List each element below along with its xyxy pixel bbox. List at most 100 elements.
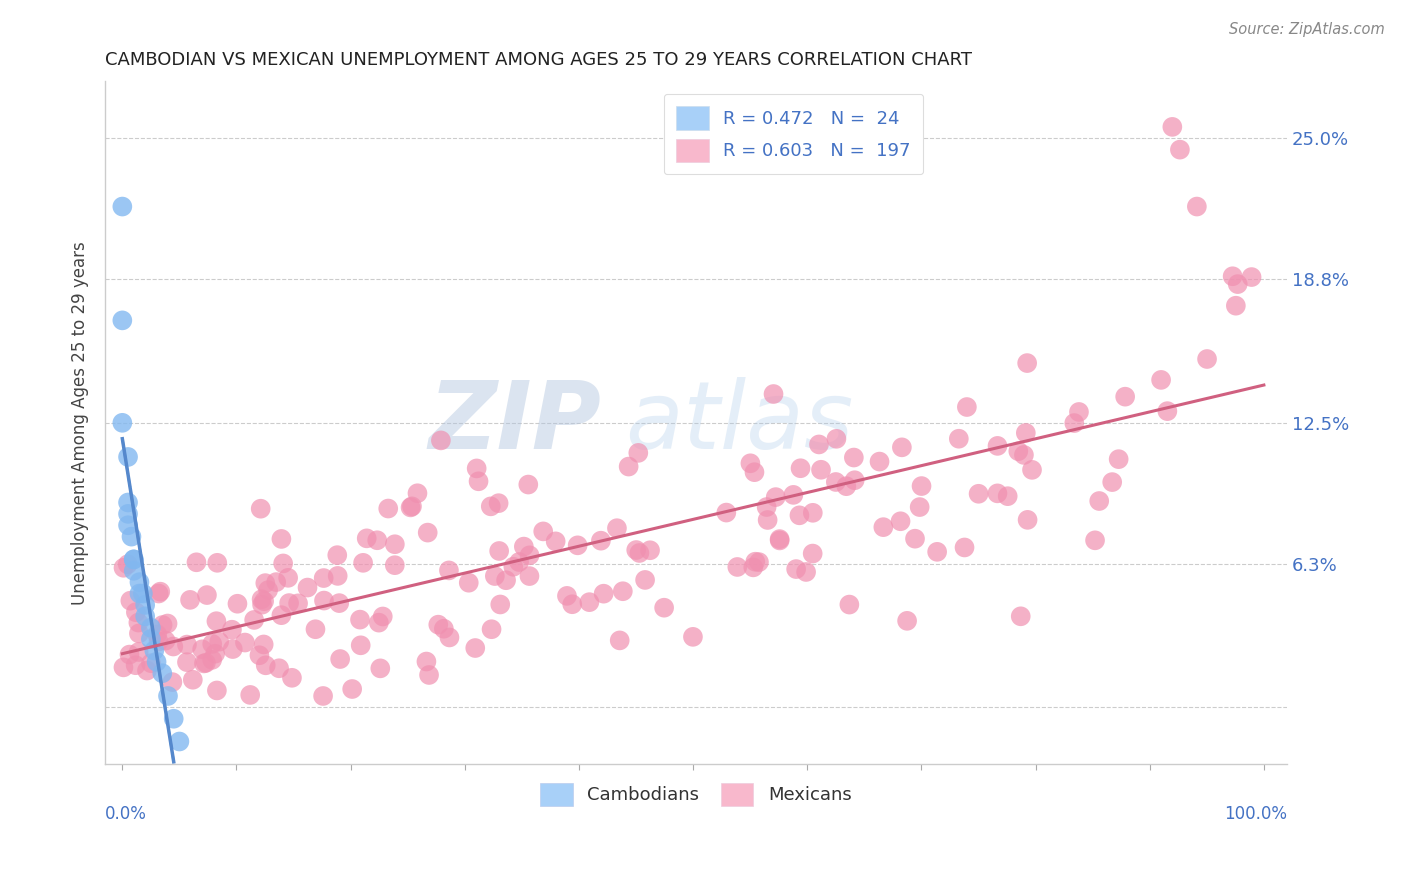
Point bbox=[139, 632, 162, 646]
Point bbox=[254, 576, 277, 591]
Point bbox=[740, 456, 762, 470]
Point bbox=[433, 622, 456, 636]
Point bbox=[270, 532, 292, 546]
Point bbox=[627, 446, 650, 460]
Point bbox=[181, 673, 204, 687]
Point bbox=[326, 569, 349, 583]
Point bbox=[479, 500, 502, 514]
Point bbox=[384, 558, 406, 573]
Point bbox=[555, 589, 578, 603]
Point bbox=[111, 313, 134, 327]
Point bbox=[842, 450, 865, 465]
Point bbox=[612, 584, 634, 599]
Point bbox=[204, 647, 226, 661]
Point bbox=[328, 596, 350, 610]
Point bbox=[122, 552, 145, 566]
Point bbox=[155, 633, 177, 648]
Point bbox=[890, 441, 912, 455]
Text: ZIP: ZIP bbox=[429, 376, 602, 469]
Point bbox=[488, 496, 510, 510]
Point bbox=[128, 575, 150, 590]
Point bbox=[807, 437, 830, 451]
Point bbox=[589, 533, 612, 548]
Legend: Cambodians, Mexicans: Cambodians, Mexicans bbox=[533, 776, 859, 814]
Point bbox=[1156, 404, 1178, 418]
Point bbox=[134, 598, 156, 612]
Point bbox=[519, 549, 541, 563]
Point bbox=[326, 548, 349, 562]
Point bbox=[111, 200, 134, 214]
Text: CAMBODIAN VS MEXICAN UNEMPLOYMENT AMONG AGES 25 TO 29 YEARS CORRELATION CHART: CAMBODIAN VS MEXICAN UNEMPLOYMENT AMONG … bbox=[105, 51, 972, 69]
Y-axis label: Unemployment Among Ages 25 to 29 years: Unemployment Among Ages 25 to 29 years bbox=[72, 241, 89, 605]
Point bbox=[508, 555, 530, 569]
Point bbox=[368, 661, 391, 675]
Point bbox=[1195, 351, 1218, 366]
Point bbox=[785, 562, 807, 576]
Point bbox=[233, 635, 256, 649]
Point bbox=[250, 592, 273, 607]
Point bbox=[824, 475, 846, 489]
Point bbox=[1225, 299, 1247, 313]
Point bbox=[561, 597, 583, 611]
Point bbox=[997, 489, 1019, 503]
Point bbox=[1114, 390, 1136, 404]
Point bbox=[1084, 533, 1107, 548]
Point bbox=[195, 588, 218, 602]
Point bbox=[112, 660, 135, 674]
Point bbox=[769, 533, 792, 548]
Point bbox=[207, 556, 229, 570]
Point bbox=[682, 630, 704, 644]
Point bbox=[592, 587, 614, 601]
Point bbox=[297, 581, 319, 595]
Point bbox=[117, 558, 139, 572]
Point bbox=[744, 465, 766, 479]
Point bbox=[139, 656, 162, 670]
Point bbox=[117, 495, 139, 509]
Point bbox=[243, 613, 266, 627]
Point bbox=[418, 668, 440, 682]
Point bbox=[117, 450, 139, 464]
Point bbox=[367, 615, 389, 630]
Point bbox=[825, 432, 848, 446]
Point bbox=[122, 552, 145, 566]
Point bbox=[239, 688, 262, 702]
Point bbox=[1150, 373, 1173, 387]
Point bbox=[253, 637, 276, 651]
Point bbox=[352, 556, 374, 570]
Point bbox=[186, 555, 208, 569]
Point bbox=[221, 623, 243, 637]
Point bbox=[156, 616, 179, 631]
Point bbox=[789, 461, 811, 475]
Point bbox=[716, 506, 738, 520]
Point bbox=[578, 595, 600, 609]
Point bbox=[270, 608, 292, 623]
Point bbox=[349, 613, 371, 627]
Point bbox=[371, 609, 394, 624]
Point bbox=[531, 524, 554, 539]
Point bbox=[838, 598, 860, 612]
Text: atlas: atlas bbox=[626, 377, 853, 468]
Point bbox=[250, 598, 273, 612]
Point bbox=[755, 500, 778, 514]
Point bbox=[948, 432, 970, 446]
Text: 100.0%: 100.0% bbox=[1223, 805, 1286, 823]
Point bbox=[765, 490, 787, 504]
Point bbox=[890, 514, 912, 528]
Point bbox=[377, 501, 399, 516]
Point bbox=[439, 631, 461, 645]
Point bbox=[430, 434, 453, 448]
Point bbox=[467, 475, 489, 489]
Point bbox=[609, 633, 631, 648]
Point bbox=[149, 584, 172, 599]
Point bbox=[205, 614, 228, 628]
Point bbox=[176, 638, 198, 652]
Point bbox=[744, 555, 766, 569]
Point bbox=[205, 683, 228, 698]
Point bbox=[748, 555, 770, 569]
Point bbox=[1088, 494, 1111, 508]
Point bbox=[356, 532, 378, 546]
Point bbox=[143, 643, 166, 657]
Point bbox=[910, 479, 932, 493]
Point bbox=[249, 501, 271, 516]
Point bbox=[1222, 269, 1244, 284]
